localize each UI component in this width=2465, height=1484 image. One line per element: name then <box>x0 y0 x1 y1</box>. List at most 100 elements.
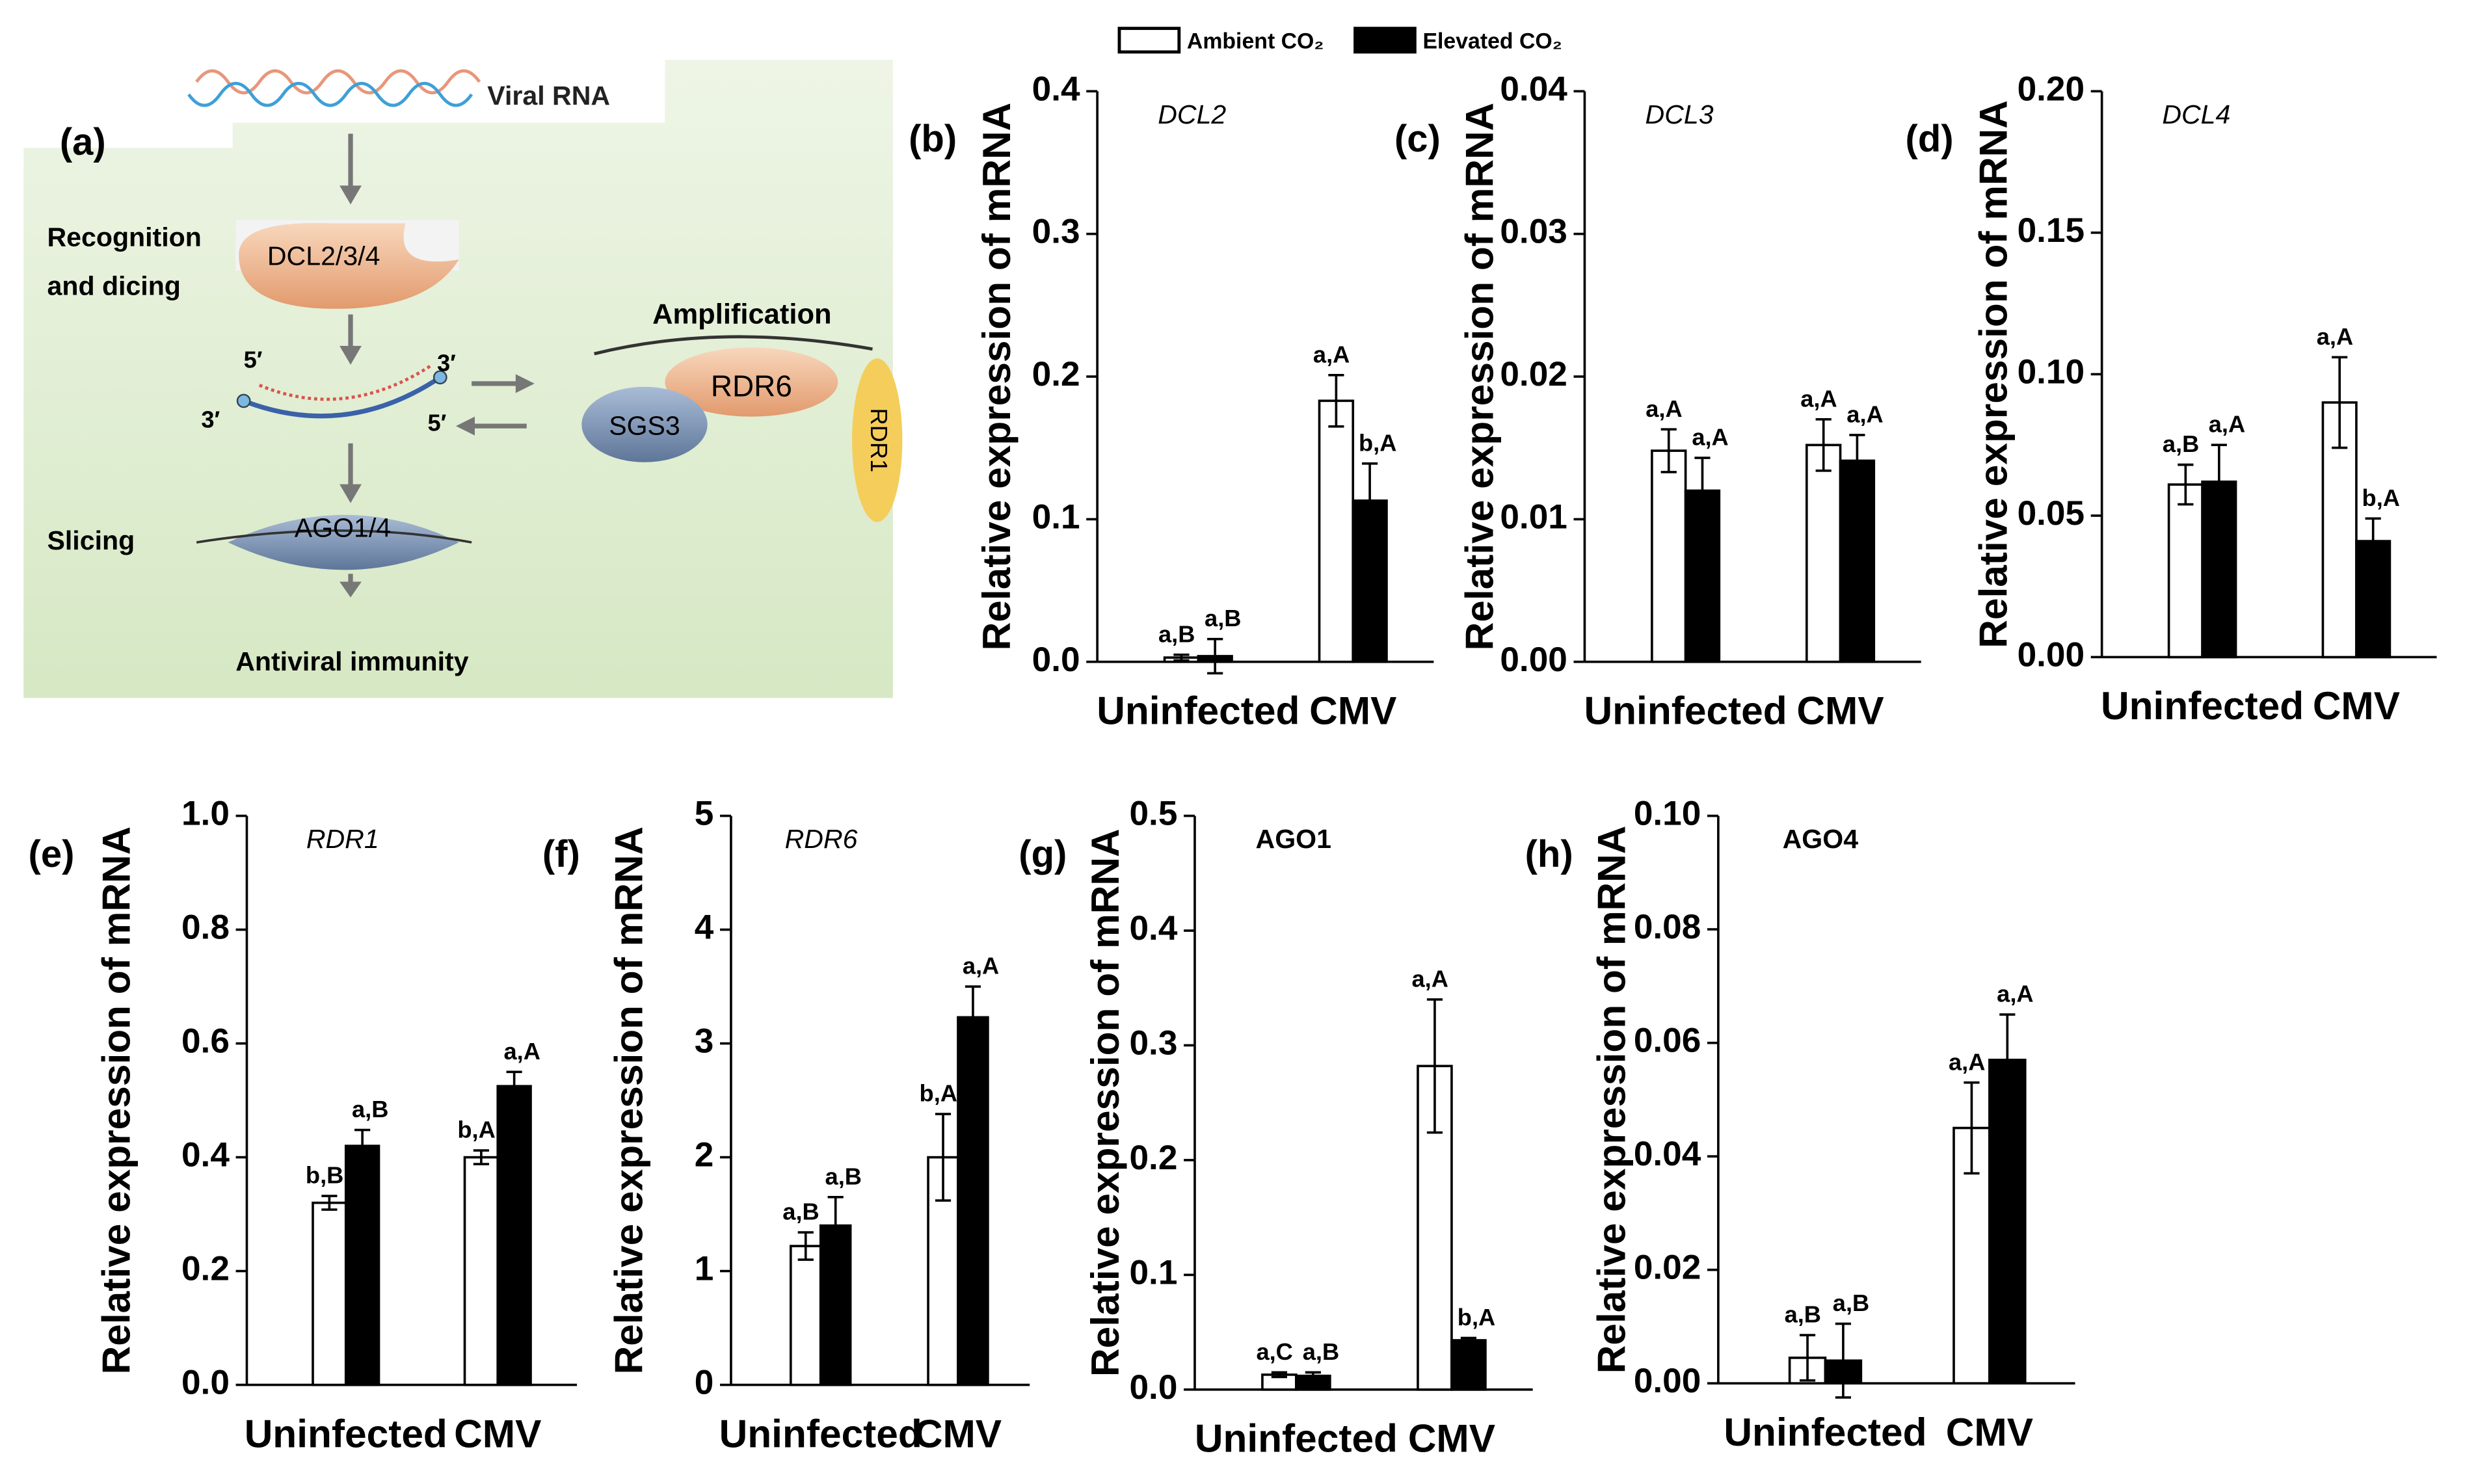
error-bar <box>1849 434 1865 488</box>
y-tick-label: 0.04 <box>1634 1135 1701 1173</box>
x-tick-label: CMV <box>914 1411 1002 1455</box>
error-bar <box>1271 1371 1287 1379</box>
x-tick-label: Uninfected <box>719 1411 922 1455</box>
arrows <box>340 133 535 598</box>
bar <box>463 1156 500 1386</box>
y-tick-label: 0.0 <box>1032 641 1080 679</box>
chart-title: DCL2 <box>1158 99 1226 129</box>
error-bar <box>1999 1013 2016 1107</box>
y-tick-label: 0.02 <box>1500 355 1567 393</box>
rdr6-shape <box>665 347 838 417</box>
y-tick-label: 1.0 <box>181 795 230 833</box>
error-bar <box>354 1128 371 1163</box>
cap <box>236 393 251 408</box>
error-bar <box>506 1070 522 1102</box>
error-bar <box>965 985 981 1050</box>
x-tick-label: Uninfected <box>2101 683 2304 728</box>
y-tick-label: 4 <box>695 908 714 947</box>
error-bar <box>2211 444 2227 520</box>
y-tick-label: 0.3 <box>1129 1024 1177 1063</box>
annotation: a,A <box>2317 323 2353 350</box>
diagram-label: Antiviral immunity <box>235 646 469 676</box>
rna-strand <box>195 69 481 94</box>
legend: Ambient CO₂ Elevated CO₂ <box>1117 27 1562 54</box>
x-tick-label: CMV <box>1796 688 1884 732</box>
chart-title: RDR1 <box>306 824 379 854</box>
annotation: a,A <box>1313 341 1350 367</box>
diagram-label: 5′ <box>244 347 263 373</box>
y-tick-label: 0 <box>695 1364 714 1402</box>
y-tick-label: 0.3 <box>1032 213 1080 251</box>
rna-strand <box>187 82 473 107</box>
sirna <box>243 375 442 419</box>
diagram-label: 5′ <box>427 409 446 436</box>
diagram-label: AGO1/4 <box>295 513 391 543</box>
panel-label: (g) <box>1019 833 1067 875</box>
panel-label: (f) <box>542 833 580 875</box>
bar <box>344 1145 380 1386</box>
error-bar <box>1660 428 1677 473</box>
chart-title: AGO4 <box>1783 824 1859 854</box>
chart: (d) Relative expression of mRNA DCL4 0.00 0.… <box>1906 70 2437 728</box>
ago-shape <box>228 514 459 570</box>
annotation: a,A <box>1997 981 2033 1007</box>
x-tick-label: Uninfected <box>245 1411 447 1455</box>
y-tick-label: 2 <box>695 1136 714 1174</box>
diagram-label: Recognition <box>47 222 202 252</box>
x-tick-label: Uninfected <box>1724 1410 1926 1454</box>
chart: (c) Relative expression of mRNA DCL3 0.00 0.… <box>1394 70 1921 732</box>
annotation: a,C <box>1256 1338 1292 1365</box>
y-tick-label: 0.8 <box>181 908 230 947</box>
annotation: b,A <box>920 1080 957 1107</box>
rdr1-shape <box>852 358 903 522</box>
target-rna <box>196 529 472 544</box>
y-axis-label: Relative expression of mRNA <box>607 827 651 1375</box>
cap <box>433 370 447 385</box>
y-tick-label: 0.2 <box>1032 355 1080 393</box>
bar <box>957 1016 989 1386</box>
error-bar <box>2332 356 2348 449</box>
diagram-label: 3′ <box>437 349 456 376</box>
y-axis-label: Relative expression of mRNA <box>1457 103 1501 651</box>
error-bar <box>1426 998 1443 1134</box>
x-tick-label: CMV <box>2313 683 2400 728</box>
annotation: a,A <box>2209 411 2245 438</box>
error-bar <box>473 1149 489 1165</box>
legend-label: Elevated CO₂ <box>1422 29 1562 53</box>
y-tick-label: 0.2 <box>1129 1139 1177 1177</box>
error-bar <box>1964 1081 1980 1175</box>
annotation: a,B <box>2163 431 2199 457</box>
y-tick-label: 0.00 <box>1634 1362 1701 1400</box>
bar <box>496 1085 532 1386</box>
annotation: a,B <box>352 1096 388 1122</box>
legend-swatch <box>1353 27 1417 54</box>
y-tick-label: 0.6 <box>181 1022 230 1061</box>
diagram-label: Amplification <box>652 298 832 330</box>
x-tick-label: Uninfected <box>1584 688 1787 732</box>
chart: (e) Relative expression of mRNA RDR1 0.0 0.2… <box>29 795 578 1455</box>
annotation: b,B <box>306 1162 343 1189</box>
diagram-label: RDR1 <box>866 408 892 473</box>
y-tick-label: 0.5 <box>1129 795 1177 833</box>
y-tick-label: 0.04 <box>1500 70 1567 108</box>
diagram-label: 3′ <box>201 406 220 432</box>
y-tick-label: 0.05 <box>2018 494 2085 533</box>
diagram-label: SGS3 <box>609 410 680 440</box>
annotation: a,A <box>1411 965 1448 992</box>
error-bar <box>1362 462 1378 539</box>
panel-label: (c) <box>1394 118 1441 160</box>
y-tick-label: 0.1 <box>1129 1253 1177 1292</box>
y-tick-label: 5 <box>695 795 714 833</box>
error-bar <box>1460 1336 1477 1344</box>
error-bar <box>1305 1371 1321 1381</box>
error-bar <box>1207 637 1223 675</box>
panel-label: (b) <box>909 118 957 160</box>
template <box>594 335 873 356</box>
error-bar <box>1835 1322 1852 1399</box>
y-axis-label: Relative expression of mRNA <box>1971 100 2016 648</box>
y-tick-label: 0.01 <box>1500 497 1567 536</box>
diagram-label: and dicing <box>47 271 181 300</box>
panel-label: (d) <box>1906 118 1954 160</box>
chart-title: DCL4 <box>2162 99 2230 129</box>
bar <box>1839 459 1876 663</box>
